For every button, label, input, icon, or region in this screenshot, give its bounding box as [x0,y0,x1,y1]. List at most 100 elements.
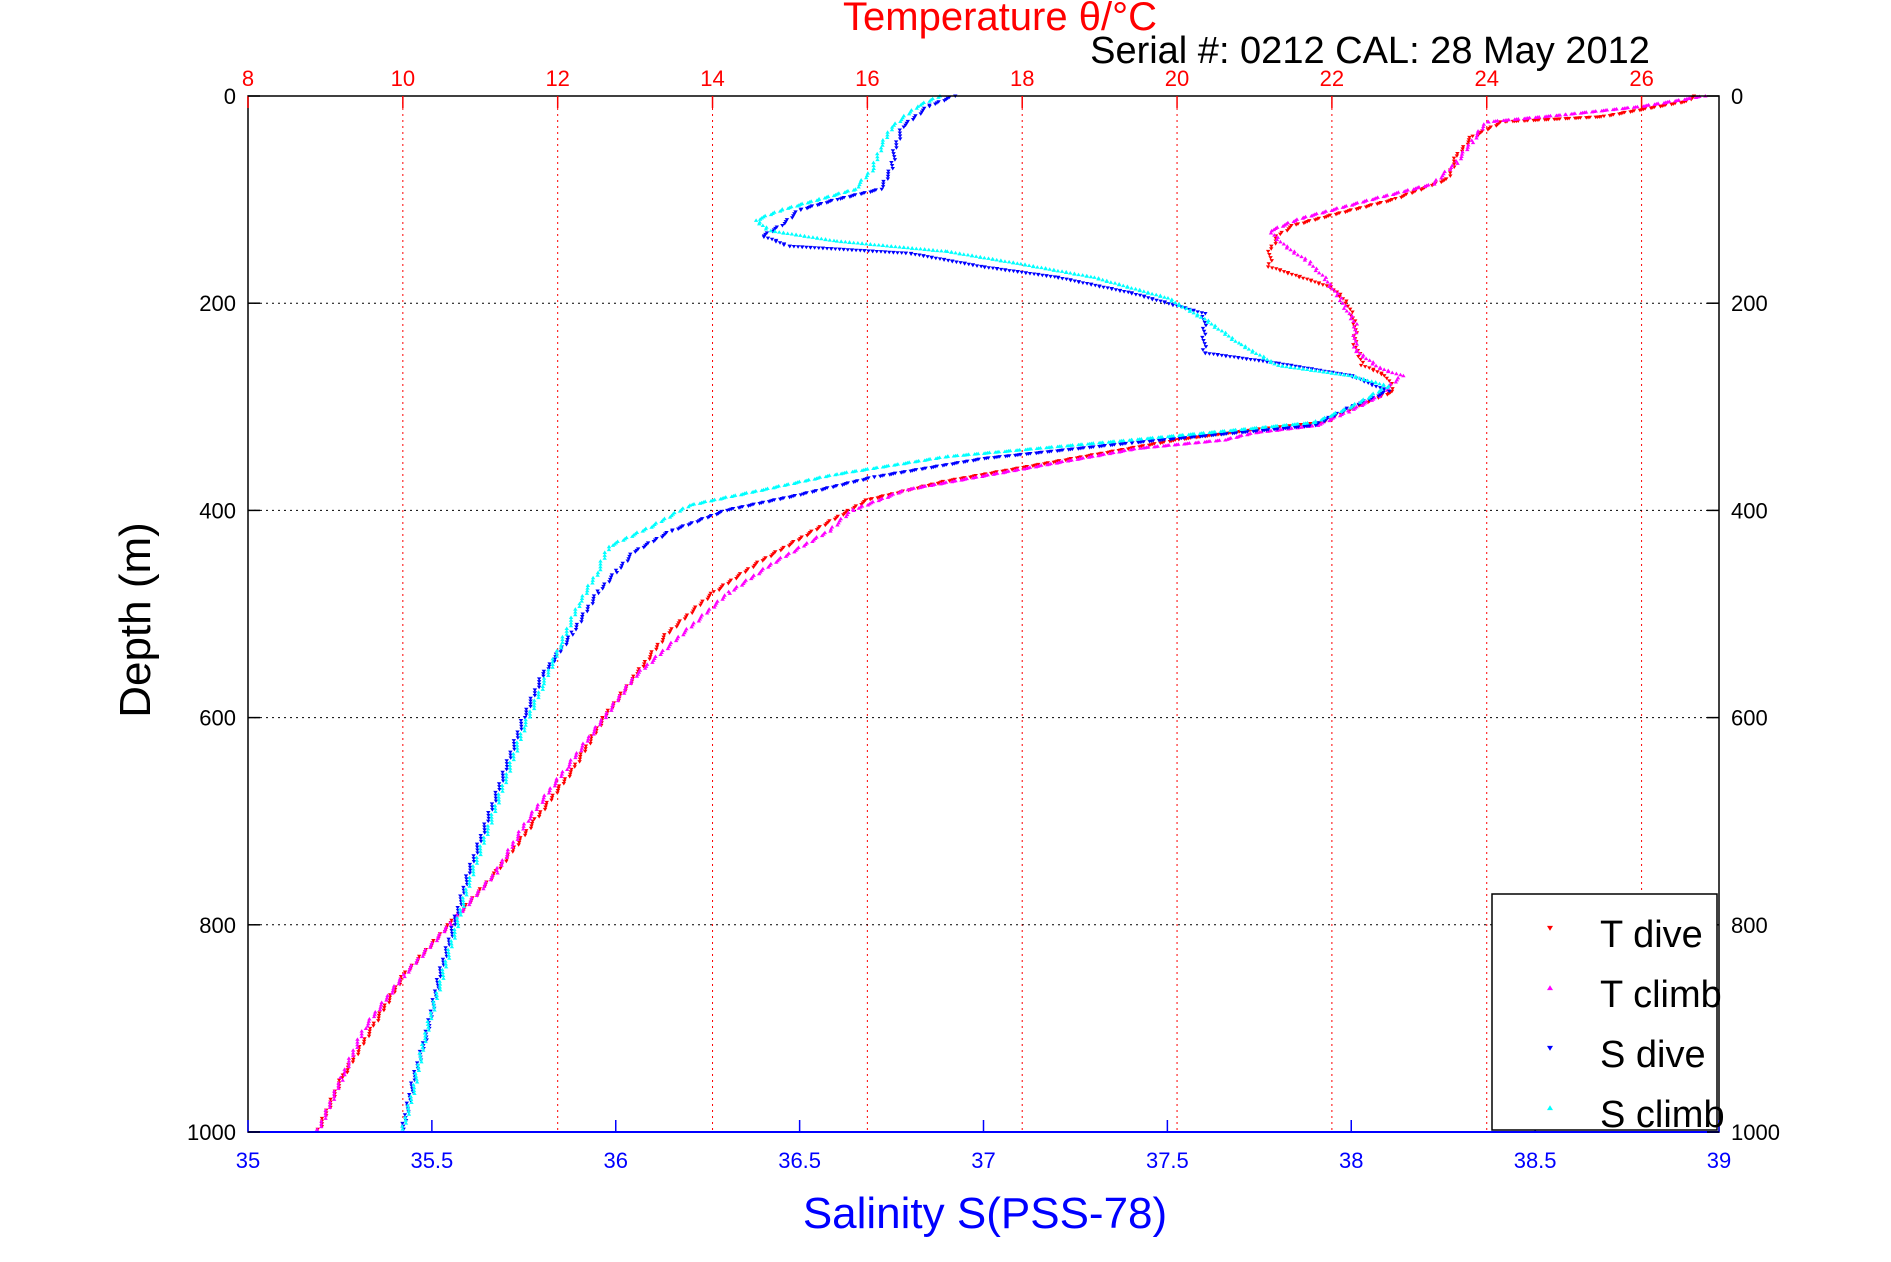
data-point [580,615,585,619]
data-point [1113,288,1119,292]
data-point [1219,353,1225,358]
data-point [865,502,871,507]
data-point [914,246,919,251]
data-point [514,743,520,747]
data-point [569,630,574,635]
data-point [1411,187,1416,191]
data-point [1194,313,1200,318]
data-point [1337,372,1343,376]
data-point [397,976,403,981]
data-point [1087,445,1092,450]
data-point [1376,390,1381,394]
data-point [1149,291,1155,296]
depth-tick-label-right: 400 [1731,498,1768,523]
data-point [1026,263,1032,267]
data-point [786,544,792,548]
data-point [1080,273,1085,277]
data-point [1264,360,1270,365]
data-point [1485,128,1491,132]
data-point [1620,106,1625,111]
data-point [474,855,479,859]
data-point [1257,353,1263,357]
data-point [386,1000,392,1005]
data-point [1261,354,1266,359]
data-point [428,1010,433,1015]
data-point [1351,319,1356,323]
data-point [1234,435,1239,439]
data-point [489,805,495,809]
data-point [1121,290,1127,294]
data-point [1269,228,1274,233]
data-point [1327,284,1332,289]
data-point [1354,349,1359,354]
data-point [859,468,865,472]
data-point [871,163,876,168]
data-point [927,104,932,109]
data-point [885,495,891,499]
data-point [749,576,754,581]
data-point [901,125,906,130]
data-point [561,781,567,786]
data-point [510,842,515,847]
data-point [1045,462,1050,467]
data-point [876,498,881,503]
data-point [517,840,522,845]
data-point [611,700,616,705]
data-point [608,575,614,580]
data-point [328,1097,333,1102]
data-point [534,807,539,811]
data-point [874,249,879,254]
data-point [1118,442,1123,447]
data-point [407,1093,412,1097]
data-point [1076,280,1081,285]
data-point [461,904,467,908]
data-point [555,791,560,795]
data-point [1158,294,1163,298]
data-point [1108,443,1113,448]
data-point [1313,368,1318,373]
data-point [423,1029,428,1034]
data-point [549,796,555,800]
chart-title: Temperature θ/°C [843,0,1157,39]
data-point [463,874,469,878]
data-point [1451,156,1457,161]
data-point [1076,447,1081,451]
data-point [1066,448,1071,452]
data-point [585,586,590,590]
data-point [1068,271,1073,275]
data-point [1301,221,1307,226]
data-point [1199,311,1205,315]
data-point [1141,295,1147,299]
data-point [1202,342,1207,346]
data-point [1460,149,1465,154]
data-point [765,236,771,241]
data-point [406,1112,412,1116]
data-point [378,1002,384,1007]
data-point [783,220,789,224]
data-point [885,177,891,181]
data-point [489,812,494,816]
data-point [897,131,903,135]
data-point [440,967,445,972]
data-point [695,520,700,524]
data-point [880,140,885,145]
data-point [843,239,848,244]
data-point [605,708,611,713]
data-point [1384,200,1389,204]
data-point [933,456,939,460]
data-point [596,591,601,596]
data-point [1015,261,1020,265]
data-point [598,567,603,572]
data-point [1203,323,1209,328]
data-point [1181,441,1187,446]
temperature-tick-label: 12 [545,66,569,91]
data-point [1360,360,1366,365]
data-point [536,677,542,681]
data-point [785,206,791,210]
data-point [889,127,895,132]
data-point [1135,437,1140,441]
data-point [1088,283,1094,287]
data-point [1101,285,1106,290]
data-point [917,485,922,490]
data-point [1252,358,1257,362]
